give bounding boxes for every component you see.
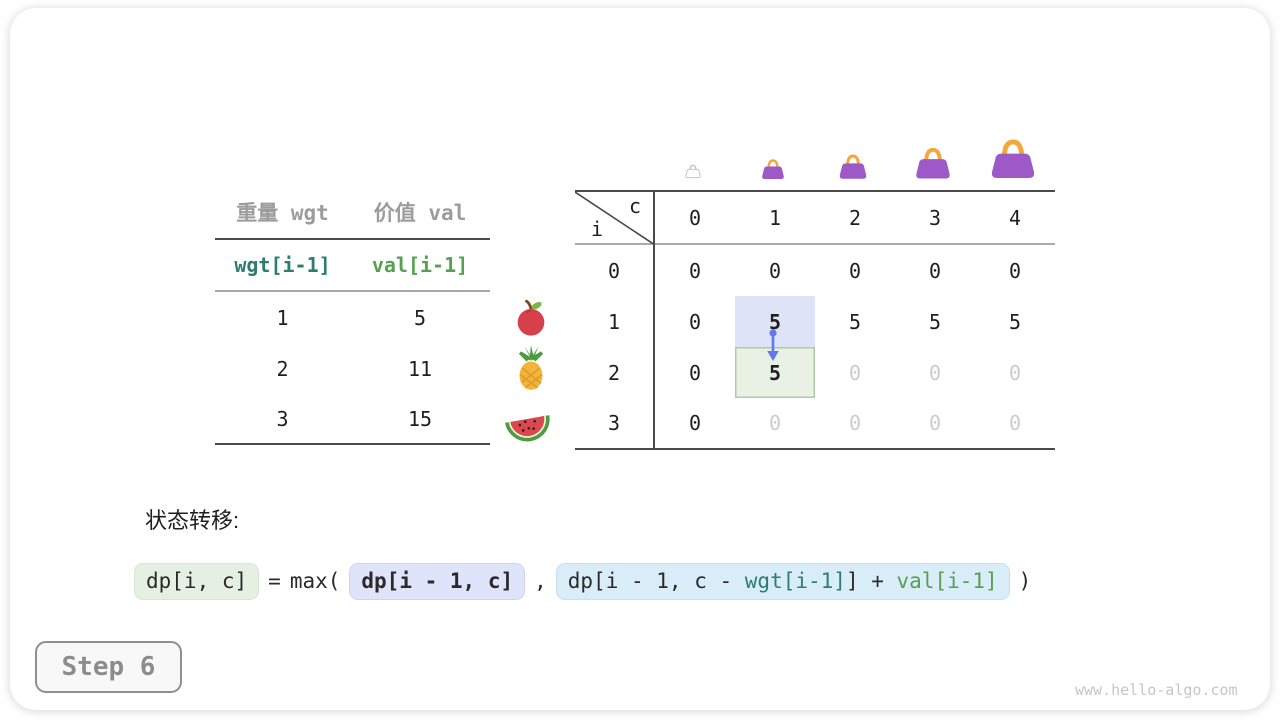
dp-cell-0-2: 0 bbox=[848, 258, 862, 283]
dp-cell-2-0: 0 bbox=[688, 360, 702, 385]
dp-col-header-3: 3 bbox=[895, 192, 975, 245]
bag-icon-capacity-4 bbox=[989, 137, 1037, 184]
dp-cell-1-2: 5 bbox=[848, 309, 862, 334]
item-2-weight: 2 bbox=[276, 356, 289, 381]
formula-keep-term: dp[i - 1, c] bbox=[349, 562, 526, 600]
apple-icon bbox=[503, 293, 559, 345]
dp-col-header-4: 4 bbox=[975, 192, 1055, 245]
transition-formula: dp[i, c] = max( dp[i - 1, c] , dp[i - 1,… bbox=[134, 559, 1031, 603]
formula-comma: , bbox=[534, 569, 547, 593]
dp-corner-row-label: i bbox=[591, 217, 604, 241]
dp-cell-0-1: 0 bbox=[768, 258, 782, 283]
dp-row-header-3: 3 bbox=[575, 398, 655, 448]
dp-col-header-2: 2 bbox=[815, 192, 895, 245]
items-table: 重量 wgt 价值 val wgt[i-1] val[i-1] 1 5 2 11… bbox=[215, 186, 490, 445]
arrow-down-icon bbox=[763, 327, 783, 367]
bag-icon-capacity-0 bbox=[685, 163, 701, 183]
dp-table: c i 0 1 2 3 4 0 0 0 0 0 0 1 0 5 5 5 5 2 … bbox=[575, 190, 1055, 450]
formula-take-term: dp[i - 1, c - wgt[i-1]] + val[i-1] bbox=[555, 562, 1010, 600]
watermelon-icon bbox=[500, 400, 556, 452]
formula-take-val: val[i-1] bbox=[896, 568, 998, 593]
diagonal-divider bbox=[575, 192, 655, 245]
bag-icon-capacity-2 bbox=[838, 153, 868, 184]
dp-cell-1-1-highlighted: 5 bbox=[735, 296, 815, 347]
formula-close-paren: ) bbox=[1018, 569, 1032, 593]
dp-cell-1-4: 5 bbox=[1008, 309, 1022, 334]
item-1-weight: 1 bbox=[276, 305, 289, 330]
formula-equals: = bbox=[268, 569, 281, 593]
dp-cell-1-3: 5 bbox=[928, 309, 942, 334]
dp-cell-2-3: 0 bbox=[928, 360, 942, 385]
items-subheader-wgt: wgt[i-1] bbox=[215, 240, 350, 292]
bag-icon-capacity-1 bbox=[761, 158, 785, 184]
dp-cell-3-0: 0 bbox=[688, 411, 702, 435]
formula-take-mid: ] + bbox=[845, 568, 897, 593]
bag-icon-capacity-3 bbox=[914, 146, 952, 184]
item-1-value: 5 bbox=[413, 305, 427, 330]
dp-cell-0-3: 0 bbox=[928, 258, 942, 283]
pineapple-icon bbox=[503, 342, 559, 394]
dp-cell-3-3: 0 bbox=[928, 411, 942, 435]
formula-result-term: dp[i, c] bbox=[134, 562, 260, 600]
items-header-weight: 重量 wgt bbox=[215, 186, 350, 240]
dp-row-header-1: 1 bbox=[575, 296, 655, 347]
transition-heading: 状态转移: bbox=[145, 508, 240, 533]
watermark: www.hello-algo.com bbox=[1075, 681, 1238, 699]
step-badge: Step 6 bbox=[35, 641, 182, 693]
dp-row-header-0: 0 bbox=[575, 245, 655, 296]
dp-cell-1-0: 0 bbox=[688, 309, 702, 334]
item-3-weight: 3 bbox=[215, 394, 350, 445]
dp-cell-3-2: 0 bbox=[848, 411, 862, 435]
dp-corner-cell: c i bbox=[575, 192, 655, 245]
dp-cell-2-4: 0 bbox=[1008, 360, 1022, 385]
dp-cell-2-2: 0 bbox=[848, 360, 862, 385]
items-header-value: 价值 val bbox=[350, 186, 490, 240]
formula-max-open: max( bbox=[289, 569, 341, 593]
dp-cell-0-4: 0 bbox=[1008, 258, 1022, 283]
dp-cell-0-0: 0 bbox=[688, 258, 702, 283]
dp-row-header-2: 2 bbox=[575, 347, 655, 398]
dp-corner-col-label: c bbox=[628, 194, 641, 218]
formula-take-prefix: dp[i - 1, c - bbox=[567, 568, 745, 593]
dp-col-header-1: 1 bbox=[735, 192, 815, 245]
dp-cell-3-4: 0 bbox=[1008, 411, 1022, 435]
formula-take-wgt: wgt[i-1] bbox=[744, 568, 846, 593]
dp-col-header-0: 0 bbox=[655, 192, 735, 245]
item-2-value: 11 bbox=[407, 356, 433, 381]
dp-cell-3-1: 0 bbox=[768, 411, 782, 435]
item-3-value: 15 bbox=[350, 394, 490, 445]
items-subheader-val: val[i-1] bbox=[350, 240, 490, 292]
